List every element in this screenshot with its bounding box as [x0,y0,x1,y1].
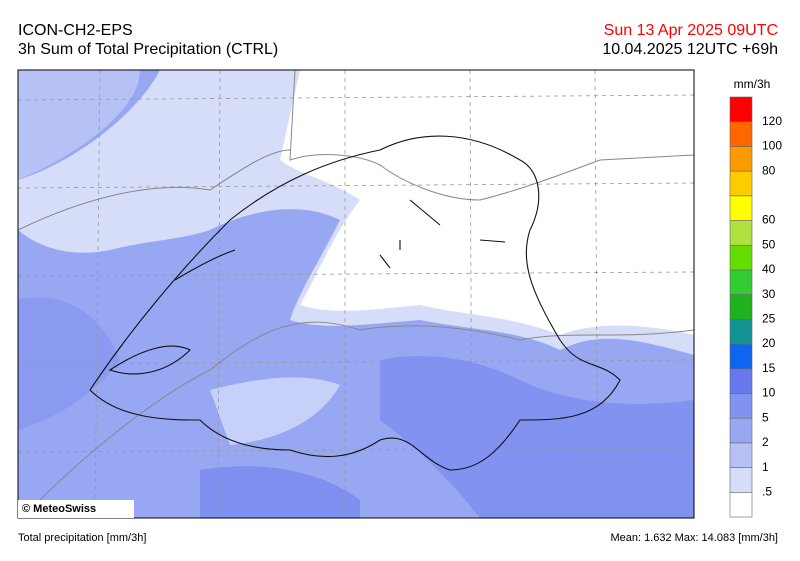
legend-swatch [729,417,753,444]
legend-swatch [729,146,753,172]
legend-label: 50 [762,237,776,251]
credit: © MeteoSwiss [22,503,96,515]
graticule [18,70,694,518]
legend-label: 2 [762,435,769,449]
map: © MeteoSwiss [17,69,695,519]
legend-label: 80 [762,163,776,177]
precip-area [210,377,340,445]
legend-label: 25 [762,312,776,326]
run-time: 10.04.2025 12UTC +69h [602,41,778,58]
legend-swatch [729,195,753,221]
product-name: 3h Sum of Total Precipitation (CTRL) [18,41,278,58]
legend-label: 5 [762,410,769,424]
legend-label: 40 [762,262,776,276]
legend-label: 120 [762,114,782,128]
legend-swatch [729,170,753,197]
legend-label: 15 [762,361,776,375]
legend-swatch [729,269,753,295]
legend-label: 30 [762,287,776,301]
legend-unit: mm/3h [734,77,771,91]
precip-area [18,70,140,180]
legend-swatch [729,393,753,419]
legend-swatch [729,442,753,468]
legend-swatch [729,491,753,518]
swiss-border [89,135,621,471]
legend-swatch [729,343,753,370]
legend-swatch [729,220,753,246]
legend-label: 100 [762,139,782,153]
legend-label: 1 [762,460,769,474]
legend-label: .5 [762,484,772,498]
model-name: ICON-CH2-EPS [18,22,133,39]
legend-swatch [729,467,753,493]
legend-label: 60 [762,213,776,227]
legend-label: 10 [762,386,776,400]
legend-swatch [729,319,753,345]
borders [18,70,694,501]
footer-left: Total precipitation [mm/3h] [18,532,146,544]
precip-area [200,466,360,518]
legend-label: 20 [762,336,776,350]
legend-swatch [729,96,753,123]
legend-swatch [729,244,753,271]
valid-time: Sun 13 Apr 2025 09UTC [604,22,778,39]
credit-box [18,500,134,518]
legend-swatch [729,121,753,147]
legend-swatch [729,368,753,394]
legend-swatch [729,294,753,320]
footer-right: Mean: 1.632 Max: 14.083 [mm/3h] [610,532,778,544]
map-frame [17,69,695,519]
precip-area [380,356,694,518]
dry-area [280,70,694,335]
